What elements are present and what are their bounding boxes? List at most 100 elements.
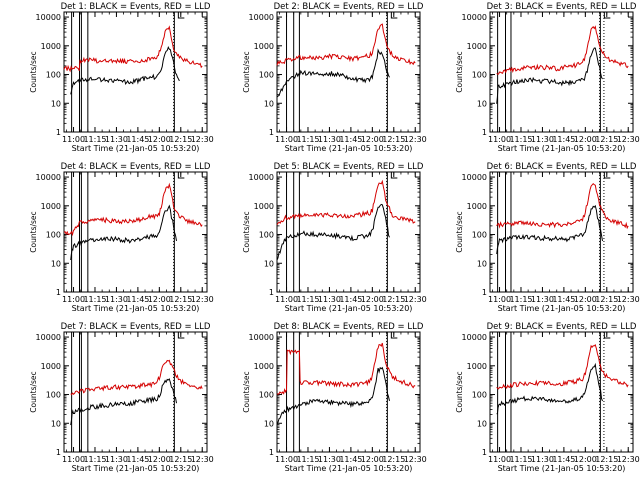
x-tick-label: 11:15	[509, 295, 532, 304]
lld-series-line	[496, 182, 629, 230]
x-tick-label: 12:30	[617, 455, 640, 464]
plot-frame	[276, 11, 421, 133]
events-series-line	[496, 47, 603, 104]
y-tick-label: 10000	[462, 173, 487, 182]
x-tick-label: 12:00	[574, 295, 597, 304]
x-tick-label: 12:15	[382, 135, 405, 144]
events-series-line	[70, 204, 177, 261]
y-axis-label: Counts/sec	[242, 51, 251, 92]
y-tick-label: 1000	[41, 42, 61, 51]
x-tick-label: 12:30	[617, 295, 640, 304]
panel-title: Det 6: BLACK = Events, RED = LLD	[487, 162, 637, 172]
y-tick-label: 1	[269, 288, 274, 297]
x-tick-label: 12:00	[148, 295, 171, 304]
y-axis-label: Counts/sec	[455, 51, 464, 92]
panel-5: Det 5: BLACK = Events, RED = LLD 1 10 100 10…	[242, 162, 427, 313]
x-tick-label: 12:15	[382, 455, 405, 464]
x-tick-label: 11:15	[509, 135, 532, 144]
x-tick-label: 11:00	[488, 455, 511, 464]
lld-series-line	[276, 342, 416, 395]
x-axis-label: Start Time (21-Jan-05 10:53:20)	[285, 144, 413, 153]
x-tick-label: 11:00	[275, 135, 298, 144]
x-tick-label: 11:30	[105, 455, 128, 464]
y-tick-label: 1	[482, 288, 487, 297]
y-tick-label: 1	[482, 128, 487, 137]
x-tick-label: 11:45	[126, 455, 149, 464]
y-tick-label: 10	[477, 419, 487, 428]
x-tick-label: 11:45	[552, 295, 575, 304]
x-tick-label: 11:00	[275, 295, 298, 304]
x-tick-label: 11:30	[318, 135, 341, 144]
x-tick-label: 12:00	[361, 455, 384, 464]
x-tick-label: 11:45	[339, 295, 362, 304]
x-tick-label: 12:15	[169, 455, 192, 464]
y-tick-label: 100	[46, 391, 61, 400]
x-tick-label: 12:00	[574, 135, 597, 144]
y-tick-label: 1000	[467, 202, 487, 211]
y-tick-label: 1	[269, 448, 274, 457]
y-tick-label: 100	[46, 71, 61, 80]
x-tick-label: 11:15	[296, 455, 319, 464]
x-tick-label: 12:15	[169, 295, 192, 304]
x-tick-label: 12:15	[169, 135, 192, 144]
x-tick-label: 11:45	[339, 455, 362, 464]
x-tick-label: 12:00	[574, 455, 597, 464]
y-tick-label: 1	[56, 448, 61, 457]
x-tick-label: 11:00	[62, 295, 85, 304]
lld-series-line	[63, 182, 203, 237]
x-tick-label: 12:15	[595, 135, 618, 144]
x-tick-label: 12:30	[191, 455, 214, 464]
x-tick-label: 11:45	[552, 135, 575, 144]
events-series-line	[70, 378, 177, 426]
x-tick-label: 11:15	[296, 135, 319, 144]
bracket-mark	[390, 332, 398, 339]
plot-frame	[63, 171, 208, 293]
y-tick-label: 1000	[41, 202, 61, 211]
events-series-line	[276, 203, 390, 261]
y-tick-label: 10	[477, 259, 487, 268]
plot-frame	[276, 171, 421, 293]
y-tick-label: 100	[472, 71, 487, 80]
panel-4: Det 4: BLACK = Events, RED = LLD 1 10 100 10…	[29, 162, 214, 313]
x-axis-label: Start Time (21-Jan-05 10:53:20)	[498, 464, 626, 473]
x-tick-label: 11:00	[275, 455, 298, 464]
y-tick-label: 10000	[249, 333, 274, 342]
x-tick-label: 11:00	[488, 295, 511, 304]
x-axis-label: Start Time (21-Jan-05 10:53:20)	[72, 464, 200, 473]
lld-series-line	[70, 359, 203, 396]
x-tick-label: 12:30	[404, 455, 427, 464]
x-tick-label: 11:30	[318, 455, 341, 464]
y-tick-label: 10	[264, 419, 274, 428]
y-tick-label: 10000	[462, 333, 487, 342]
y-tick-label: 10	[51, 419, 61, 428]
x-tick-label: 11:45	[126, 135, 149, 144]
plot-frame	[489, 331, 634, 453]
x-tick-label: 11:15	[83, 295, 106, 304]
x-tick-label: 11:45	[126, 295, 149, 304]
y-tick-label: 10	[264, 99, 274, 108]
x-tick-label: 12:30	[191, 295, 214, 304]
lld-series-line	[496, 343, 629, 390]
x-axis-label: Start Time (21-Jan-05 10:53:20)	[285, 304, 413, 313]
x-tick-label: 12:00	[361, 135, 384, 144]
y-tick-label: 1000	[467, 362, 487, 371]
y-tick-label: 1000	[254, 42, 274, 51]
panel-2: Det 2: BLACK = Events, RED = LLD 1 10 100 10…	[242, 2, 427, 153]
bracket-mark	[603, 12, 611, 19]
x-tick-label: 11:30	[105, 295, 128, 304]
x-tick-label: 12:00	[361, 295, 384, 304]
lld-series-line	[276, 23, 416, 66]
x-tick-label: 11:30	[531, 135, 554, 144]
x-tick-label: 11:00	[488, 135, 511, 144]
x-tick-label: 11:15	[509, 455, 532, 464]
events-series-line	[496, 204, 603, 255]
lld-series-line	[63, 25, 203, 73]
y-tick-label: 10000	[249, 13, 274, 22]
y-tick-label: 1	[269, 128, 274, 137]
bracket-mark	[177, 332, 185, 339]
y-tick-label: 1000	[467, 42, 487, 51]
y-tick-label: 100	[259, 231, 274, 240]
events-series-line	[276, 366, 390, 425]
x-tick-label: 11:30	[105, 135, 128, 144]
